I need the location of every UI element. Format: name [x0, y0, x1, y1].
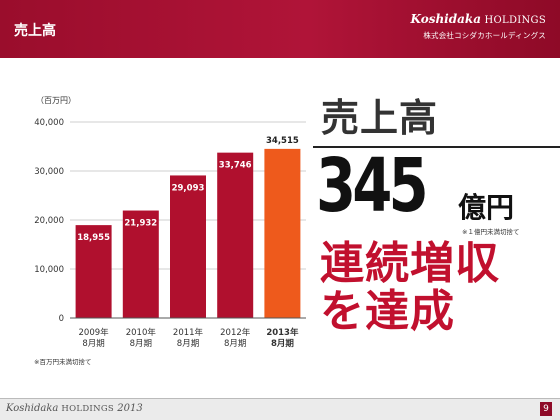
data-label: 29,093: [172, 183, 205, 193]
achievement-text: 連続増収 を達成: [320, 240, 500, 335]
summary-note: ※１億円未満切捨て: [462, 228, 520, 236]
brand-company-name: 株式会社コシダカホールディングス: [423, 31, 546, 40]
summary-number: 345: [316, 143, 429, 229]
x-tick-label: 2012年: [220, 327, 251, 338]
x-tick-label: 2011年: [173, 327, 204, 338]
y-tick-label: 30,000: [34, 167, 64, 177]
achievement-line-2: を達成: [320, 285, 455, 337]
x-tick-label: 8月期: [271, 338, 294, 349]
footer-bar: Koshidaka HOLDINGS 2013 9: [0, 398, 560, 420]
bar: [75, 225, 112, 318]
data-label: 18,955: [77, 233, 110, 243]
achievement-line-1: 連続増収: [320, 238, 500, 289]
bar: [217, 152, 254, 318]
x-tick-label: 2009年: [79, 327, 110, 338]
page-title: 売上高: [14, 23, 56, 39]
bar-chart-svg: （百万円） 0 10,000 20,000 30,000 40,000 18,955 2009…: [34, 96, 306, 349]
header-bar: 売上高 Koshidaka HOLDINGS 株式会社コシダカホールディングス: [0, 0, 560, 58]
brand-logo-text: Koshidaka HOLDINGS: [410, 12, 546, 26]
x-tick-label: 8月期: [130, 339, 152, 349]
y-tick-label: 40,000: [34, 118, 64, 128]
x-tick-label: 8月期: [224, 339, 246, 349]
summary-title: 売上高: [321, 96, 439, 140]
bar: [122, 210, 159, 318]
x-tick-label: 2010年: [126, 327, 157, 338]
y-tick-label: 10,000: [34, 265, 64, 275]
sales-chart: （百万円） 0 10,000 20,000 30,000 40,000 18,955 2009…: [0, 90, 320, 380]
data-label: 21,932: [124, 219, 157, 229]
y-axis-unit-label: （百万円）: [36, 96, 76, 105]
summary-divider: [313, 146, 560, 148]
y-tick-label: 0: [59, 314, 64, 324]
x-tick-label: 8月期: [177, 339, 199, 349]
data-label: 33,746: [219, 161, 252, 171]
bar: [170, 175, 206, 318]
bar: [264, 148, 301, 318]
data-label: 34,515: [266, 136, 299, 146]
y-tick-label: 20,000: [34, 216, 64, 226]
x-tick-label: 8月期: [82, 339, 104, 349]
x-tick-label: 2013年: [266, 327, 299, 338]
page-number: 9: [540, 402, 552, 416]
chart-footnote: ※百万円未満切捨て: [34, 358, 92, 366]
brand-logo: Koshidaka HOLDINGS 株式会社コシダカホールディングス: [411, 12, 546, 41]
summary-unit: 億円: [458, 191, 515, 224]
footer-brand: Koshidaka HOLDINGS 2013: [6, 403, 143, 414]
